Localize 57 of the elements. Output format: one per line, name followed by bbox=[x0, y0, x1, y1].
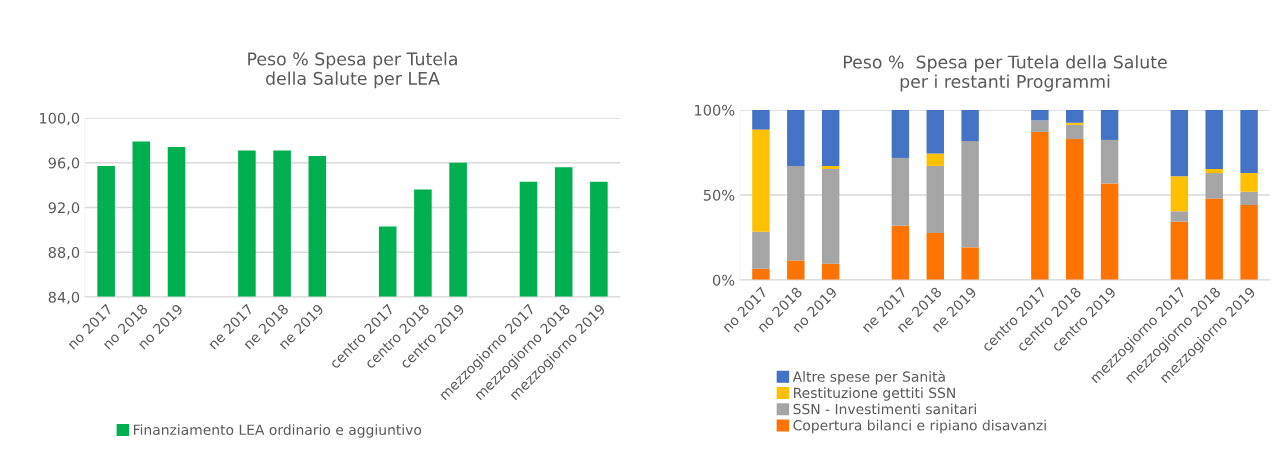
bar bbox=[1170, 176, 1189, 212]
bar bbox=[926, 110, 944, 154]
y-tick-label: 92,0 bbox=[48, 202, 80, 215]
bar bbox=[1205, 168, 1223, 174]
bar bbox=[1100, 110, 1119, 140]
bar bbox=[1205, 173, 1223, 199]
legend-label: Finanziamento LEA ordinario e aggiuntivo bbox=[133, 424, 422, 438]
chart-title: Peso % Spesa per Tutela della Salute per LEA bbox=[248, 52, 457, 89]
bar bbox=[961, 110, 979, 142]
bar bbox=[1240, 110, 1258, 174]
bar bbox=[787, 165, 805, 261]
bar bbox=[1100, 139, 1119, 184]
bar bbox=[1205, 110, 1223, 169]
y-tick-label: 96,0 bbox=[48, 157, 80, 170]
bar bbox=[1066, 139, 1084, 280]
bar bbox=[1100, 183, 1119, 280]
bar bbox=[891, 225, 910, 280]
y-tick-label: 100,0 bbox=[39, 112, 80, 126]
y-tick-label: 88,0 bbox=[48, 246, 80, 260]
bar bbox=[752, 231, 770, 269]
bar bbox=[926, 165, 944, 233]
y-tick-label: 50% bbox=[703, 189, 735, 201]
y-tick-label: 84,0 bbox=[48, 291, 80, 305]
bar bbox=[926, 153, 944, 166]
bar bbox=[787, 260, 805, 280]
bar bbox=[1240, 173, 1258, 192]
bar bbox=[1066, 124, 1084, 140]
bar bbox=[1066, 122, 1084, 125]
bar bbox=[1170, 221, 1189, 280]
bar bbox=[752, 268, 770, 280]
bar bbox=[1240, 191, 1258, 206]
bar bbox=[821, 110, 840, 166]
bar bbox=[1031, 110, 1049, 121]
y-tick-label: 0% bbox=[712, 274, 735, 286]
bar bbox=[1170, 110, 1189, 177]
bar bbox=[752, 110, 770, 130]
y-tick-label: 100% bbox=[695, 104, 735, 116]
bar bbox=[1066, 110, 1084, 123]
legend-label: Copertura bilanci e ripiano disavanzi bbox=[793, 419, 1046, 434]
chart-title: Peso % Spesa per Tutela della Salute per i restanti Programmi bbox=[843, 55, 1167, 92]
bar bbox=[787, 110, 805, 166]
legend-label: SSN - Investimenti sanitari bbox=[793, 403, 976, 415]
legend-label: Restituzione gettiti SSN bbox=[794, 387, 955, 401]
legend-label: Altre spese per Sanità bbox=[792, 370, 945, 385]
bar bbox=[1031, 131, 1049, 280]
bar bbox=[926, 232, 944, 280]
bar bbox=[1240, 205, 1258, 280]
bar bbox=[961, 141, 979, 248]
bar bbox=[891, 157, 910, 226]
bar bbox=[1031, 120, 1049, 132]
bar bbox=[1170, 211, 1189, 222]
bar bbox=[961, 247, 979, 280]
bar bbox=[1205, 198, 1223, 280]
bar bbox=[752, 129, 770, 232]
bar bbox=[821, 165, 840, 169]
bar bbox=[821, 168, 840, 264]
bar bbox=[891, 110, 910, 158]
